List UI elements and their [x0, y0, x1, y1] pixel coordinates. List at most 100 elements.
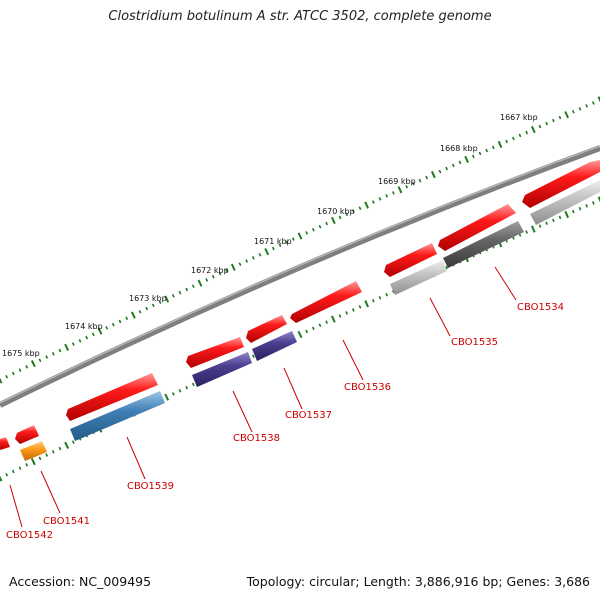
minor-tick	[591, 201, 595, 205]
cds-forward[interactable]	[384, 243, 437, 277]
minor-tick	[158, 300, 162, 304]
minor-tick	[511, 136, 515, 141]
minor-tick	[418, 178, 422, 183]
minor-tick	[38, 358, 42, 363]
gene-label-CBO1538[interactable]: CBO1538	[233, 433, 280, 444]
minor-tick	[211, 274, 215, 279]
cds-forward[interactable]	[522, 160, 600, 208]
leader-line	[342, 339, 364, 381]
gene-bar-CBO1534[interactable]	[443, 221, 524, 268]
minor-tick	[538, 224, 542, 228]
major-tick	[597, 196, 600, 203]
minor-tick	[538, 124, 542, 129]
minor-tick	[385, 194, 389, 198]
cds-forward[interactable]	[290, 281, 362, 323]
gene-label-CBO1541[interactable]: CBO1541	[43, 516, 90, 527]
minor-tick	[585, 203, 589, 208]
gene-label-CBO1536[interactable]: CBO1536	[344, 382, 391, 393]
minor-tick	[85, 335, 89, 340]
minor-tick	[258, 252, 262, 257]
gene-bar-CBO1535[interactable]	[390, 260, 447, 295]
cds-forward[interactable]	[438, 204, 516, 251]
minor-tick	[185, 287, 189, 292]
minor-tick	[445, 265, 449, 270]
minor-tick	[318, 224, 322, 229]
cds-forward[interactable]	[186, 337, 244, 368]
major-tick	[330, 216, 336, 225]
minor-tick	[551, 118, 555, 123]
minor-tick	[438, 169, 442, 174]
minor-tick	[71, 342, 75, 346]
cds-forward[interactable]	[66, 373, 158, 421]
minor-tick	[491, 145, 495, 150]
minor-tick	[285, 240, 289, 245]
gene-label-CBO1534[interactable]: CBO1534	[517, 302, 564, 313]
reverse-cds-track	[20, 180, 600, 461]
minor-tick	[291, 237, 295, 241]
inner-tick-track	[0, 196, 600, 482]
minor-tick	[311, 326, 315, 331]
gene-label-CBO1542[interactable]: CBO1542	[6, 530, 53, 541]
gene-label-CBO1535[interactable]: CBO1535	[451, 337, 498, 348]
minor-tick	[445, 166, 449, 171]
minor-tick	[5, 472, 9, 477]
major-tick	[397, 186, 403, 194]
minor-tick	[171, 392, 175, 396]
minor-tick	[358, 206, 362, 210]
minor-tick	[171, 294, 175, 298]
minor-tick	[485, 148, 489, 153]
kbp-label: 1670 kbp	[317, 207, 355, 216]
gene-bar-CBO1534b[interactable]	[530, 180, 600, 225]
minor-tick	[238, 262, 242, 266]
cds-forward[interactable]	[0, 437, 10, 450]
minor-tick	[311, 227, 315, 232]
gene-label-CBO1539[interactable]: CBO1539	[127, 481, 174, 492]
genome-backbone	[0, 145, 600, 408]
minor-tick	[218, 271, 222, 276]
minor-tick	[245, 259, 249, 263]
minor-tick	[585, 104, 589, 108]
leader-line	[283, 367, 303, 410]
minor-tick	[251, 354, 255, 359]
cds-forward[interactable]	[246, 315, 287, 343]
minor-tick	[545, 121, 549, 126]
major-tick	[364, 201, 370, 209]
gene-bar-CBO1539[interactable]	[70, 391, 165, 441]
major-tick	[297, 232, 303, 240]
major-tick	[464, 155, 470, 164]
minor-tick	[338, 215, 342, 220]
gene-bar-CBO1538[interactable]	[192, 352, 252, 387]
major-tick	[264, 247, 270, 256]
minor-tick	[558, 115, 562, 120]
gene-label-CBO1537[interactable]: CBO1537	[285, 410, 332, 421]
minor-tick	[505, 139, 509, 144]
minor-tick	[558, 215, 562, 220]
gene-bar-CBO1537[interactable]	[252, 331, 297, 361]
minor-tick	[45, 453, 49, 457]
major-tick	[430, 170, 436, 179]
minor-tick	[45, 355, 49, 359]
kbp-label: 1673 kbp	[129, 294, 167, 303]
minor-tick	[118, 319, 122, 324]
major-tick	[564, 111, 570, 119]
minor-tick	[478, 151, 482, 156]
genome-backbone-highlight	[0, 145, 600, 404]
cds-forward[interactable]	[15, 425, 39, 444]
minor-tick	[571, 209, 575, 214]
kbp-label: 1674 kbp	[65, 322, 103, 331]
leader-line	[40, 470, 61, 514]
gene-labels: CBO1534 CBO1535 CBO1536 CBO1537 CBO1538 …	[6, 302, 564, 541]
minor-tick	[11, 371, 15, 376]
minor-tick	[325, 320, 329, 324]
major-tick	[64, 441, 70, 449]
major-tick	[364, 300, 370, 308]
minor-tick	[58, 446, 62, 451]
major-tick	[530, 225, 536, 233]
minor-tick	[78, 339, 82, 343]
major-tick	[164, 295, 170, 303]
minor-tick	[185, 385, 189, 390]
minor-tick	[151, 303, 155, 308]
minor-tick	[178, 389, 182, 393]
gene-bar-CBO1541[interactable]	[20, 441, 47, 461]
accession-text: Accession: NC_009495	[9, 574, 152, 589]
